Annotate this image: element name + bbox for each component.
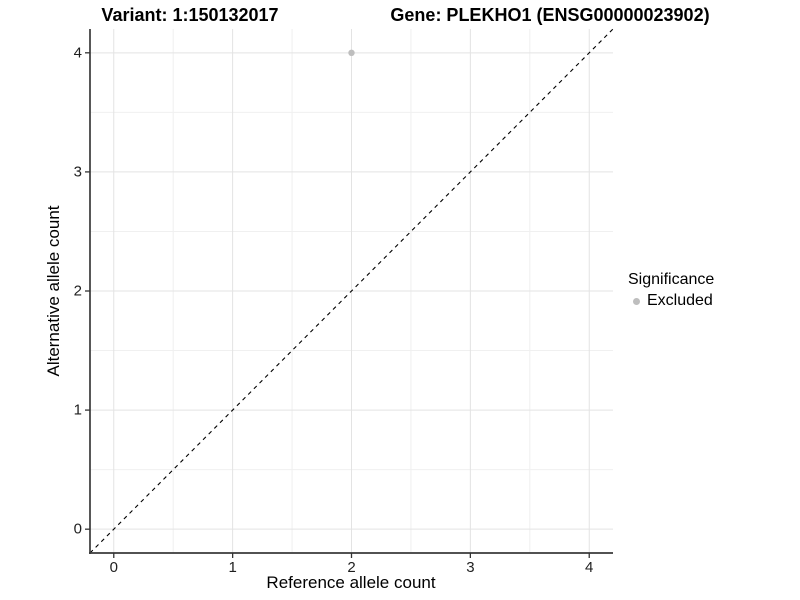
data-point <box>348 49 355 57</box>
plot-title-gene: Gene: PLEKHO1 (ENSG00000023902) <box>390 5 710 25</box>
plot-title-variant: Variant: 1:150132017 <box>101 5 279 25</box>
y-tick-label: 4 <box>73 44 82 62</box>
y-tick-label: 3 <box>73 163 82 181</box>
legend-item: Excluded <box>628 292 714 310</box>
y-tick-label: 2 <box>73 282 82 300</box>
x-tick-label: 3 <box>466 559 475 576</box>
y-tick-label: 0 <box>73 520 82 538</box>
y-axis-title: Alternative allele count <box>44 205 63 377</box>
y-tick-label: 1 <box>73 401 82 419</box>
legend-title: Significance <box>628 271 715 288</box>
x-tick-label: 1 <box>228 559 237 576</box>
legend-items: Excluded <box>628 292 714 310</box>
x-tick-label: 0 <box>109 559 118 576</box>
x-tick-label: 2 <box>347 559 356 576</box>
x-axis-title: Reference allele count <box>266 573 436 592</box>
identity-dashed-line <box>89 28 614 554</box>
legend-item-label: Excluded <box>647 292 713 309</box>
legend: Significance Excluded <box>628 271 714 310</box>
legend-point-icon <box>633 297 640 305</box>
x-tick-label: 4 <box>585 559 594 576</box>
